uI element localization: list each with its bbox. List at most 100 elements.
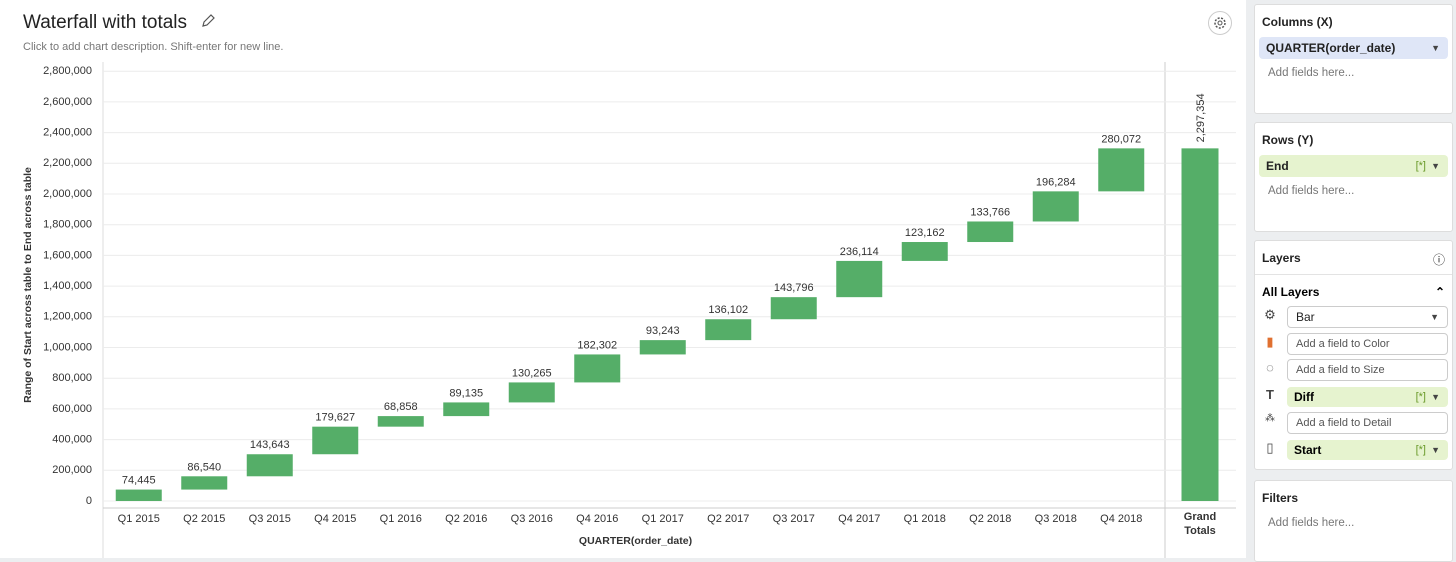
bar	[967, 221, 1014, 243]
chart-title[interactable]: Waterfall with totals	[23, 12, 188, 33]
bar	[246, 454, 293, 477]
bar	[770, 297, 817, 320]
path-pill[interactable]: Start [*] ▼	[1287, 439, 1448, 460]
label-pill[interactable]: Diff [*] ▼	[1287, 386, 1448, 407]
x-axis-label: QUARTER(order_date)	[579, 535, 692, 547]
x-tick-label: Q3 2018	[1035, 513, 1077, 525]
field-name: QUARTER(order_date)	[1266, 41, 1396, 55]
y-tick-label: 2,000,000	[43, 188, 92, 200]
value-label: 68,858	[384, 401, 418, 413]
y-tick-label: 2,600,000	[43, 96, 92, 108]
bar	[115, 489, 162, 501]
value-label: 280,072	[1101, 133, 1141, 145]
x-tick-label: Q1 2016	[380, 513, 422, 525]
y-tick-label: 2,200,000	[43, 157, 92, 169]
bar	[901, 242, 948, 261]
x-tick-label: Q4 2015	[314, 513, 356, 525]
y-tick-label: 1,200,000	[43, 311, 92, 323]
value-label: 89,135	[449, 387, 483, 399]
field-pill[interactable]: End [*] ▼	[1259, 155, 1448, 177]
panel-title: Layers	[1262, 251, 1301, 265]
y-tick-label: 1,400,000	[43, 280, 92, 292]
panel-title: Columns (X)	[1262, 15, 1333, 29]
x-tick-label: Q3 2016	[511, 513, 553, 525]
x-tick-label: Q2 2016	[445, 513, 487, 525]
placeholder[interactable]: Add fields here...	[1268, 67, 1355, 79]
mark-type: Bar	[1296, 310, 1315, 325]
x-tick-label: Q2 2017	[707, 513, 749, 525]
x-tick-label: Q1 2018	[904, 513, 946, 525]
value-label: 143,643	[250, 439, 290, 451]
value-label: 133,766	[970, 206, 1010, 218]
x-tick-label: Q1 2017	[642, 513, 684, 525]
value-label: 182,302	[577, 339, 617, 351]
columns-panel: Columns (X) QUARTER(order_date) ▼ Add fie…	[1254, 4, 1453, 114]
field-pill[interactable]: QUARTER(order_date) ▼	[1259, 37, 1448, 59]
value-label: 236,114	[840, 246, 879, 258]
bar	[639, 340, 686, 355]
badge: [*]	[1415, 160, 1426, 172]
y-tick-label: 800,000	[52, 372, 92, 384]
bar	[1032, 191, 1079, 222]
x-tick-label: Q2 2015	[183, 513, 225, 525]
bar	[181, 476, 228, 490]
y-tick-label: 1,800,000	[43, 219, 92, 231]
value-label: 74,445	[122, 475, 156, 487]
x-tick-label: Q1 2015	[118, 513, 160, 525]
value-label: 143,796	[774, 282, 814, 294]
y-tick-label: 200,000	[52, 464, 92, 476]
panel-title: Rows (Y)	[1262, 133, 1314, 147]
filters-panel: Filters Add fields here...	[1254, 480, 1453, 562]
y-tick-label: 2,400,000	[43, 127, 92, 139]
y-axis-label: Range of Start across table to End acros…	[22, 167, 34, 403]
x-tick-label: Q3 2015	[249, 513, 291, 525]
value-label: 123,162	[905, 227, 945, 239]
value-label: 86,540	[187, 461, 221, 473]
x-tick-label: Q4 2017	[838, 513, 880, 525]
value-label: 136,102	[708, 304, 748, 316]
field-name: Diff	[1294, 389, 1314, 404]
bar	[508, 382, 555, 403]
rows-panel: Rows (Y) End [*] ▼ Add fields here...	[1254, 122, 1453, 232]
settings-button[interactable]	[1208, 11, 1232, 35]
badge: [*]	[1415, 390, 1426, 403]
value-label: 130,265	[512, 367, 552, 379]
y-tick-label: 1,000,000	[43, 341, 92, 353]
x-tick-label: Q4 2018	[1100, 513, 1142, 525]
value-label: 93,243	[646, 325, 680, 337]
total-label: Grand Totals	[1183, 511, 1217, 537]
value-label: 196,284	[1036, 176, 1076, 188]
placeholder[interactable]: Add fields here...	[1268, 517, 1355, 529]
field-name: Start	[1294, 442, 1322, 457]
edit-icon[interactable]	[200, 13, 216, 29]
chart-area: Waterfall with totals Click to add chart…	[0, 0, 1246, 558]
total-value-label: 2,297,354	[1195, 93, 1207, 142]
bar	[443, 402, 490, 417]
x-tick-label: Q3 2017	[773, 513, 815, 525]
badge: [*]	[1415, 443, 1426, 456]
panel-title: Filters	[1262, 491, 1299, 505]
bar	[1098, 148, 1145, 192]
detail-field[interactable]: Add a field to Detail	[1287, 412, 1448, 435]
mark-select[interactable]: Bar ▼	[1287, 306, 1448, 329]
total-bar	[1181, 148, 1219, 501]
y-tick-label: 0	[86, 495, 92, 507]
y-tick-label: 600,000	[52, 403, 92, 415]
color-field[interactable]: Add a field to Color	[1287, 332, 1448, 355]
value-label: 179,627	[315, 412, 355, 424]
x-tick-label: Q2 2018	[969, 513, 1011, 525]
layer-group[interactable]: All Layers	[1262, 285, 1320, 299]
chart: 0 200,000 400,000 600,000 800,000 1,000,000 1,…	[22, 62, 1236, 558]
field-name: End	[1266, 159, 1289, 173]
layers-panel: Layers ⓘ All Layers ⌃ ⚙ Bar ▼ ▮ Add a field t…	[1254, 240, 1453, 470]
bar	[574, 354, 621, 383]
size-field[interactable]: Add a field to Size	[1287, 359, 1448, 382]
chart-description[interactable]: Click to add chart description. Shift-en…	[23, 41, 284, 53]
y-tick-label: 400,000	[52, 434, 92, 446]
bar	[705, 319, 752, 341]
x-tick-label: Q4 2016	[576, 513, 618, 525]
y-tick-label: 2,800,000	[43, 65, 92, 77]
y-tick-label: 1,600,000	[43, 249, 92, 261]
placeholder[interactable]: Add fields here...	[1268, 185, 1355, 197]
bar	[836, 260, 883, 298]
